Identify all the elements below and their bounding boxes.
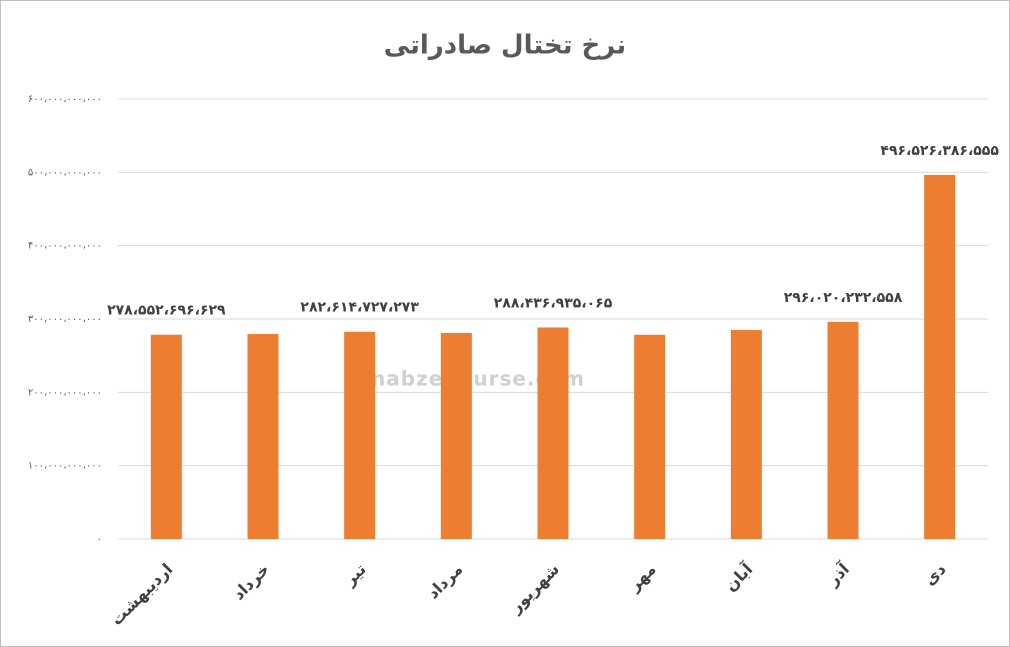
bar	[247, 334, 279, 539]
bar	[537, 327, 569, 539]
chart-title: نرخ تختال صادراتی	[384, 31, 626, 61]
bar	[924, 174, 956, 539]
bar	[634, 334, 666, 539]
data-label: ۲۸۲،۶۱۴،۷۲۷،۲۷۳	[300, 300, 419, 316]
y-tick-label: ۴۰۰،۰۰۰،۰۰۰،۰۰۰	[28, 241, 102, 252]
y-tick-label: ۱۰۰،۰۰۰،۰۰۰،۰۰۰	[28, 461, 102, 472]
data-label: ۲۷۸،۵۵۲،۶۹۶،۶۲۹	[107, 303, 226, 319]
y-tick-label: ۵۰۰،۰۰۰،۰۰۰،۰۰۰	[28, 167, 102, 178]
bar	[150, 334, 182, 539]
data-label: ۲۸۸،۴۳۶،۹۳۵،۰۶۵	[494, 295, 613, 311]
bar	[827, 321, 859, 539]
bar	[440, 332, 472, 539]
data-label: ۲۹۶،۰۲۰،۲۳۲،۵۵۸	[784, 290, 903, 306]
data-label: ۴۹۶،۵۲۶،۳۸۶،۵۵۵	[880, 143, 999, 159]
y-tick-label: ۲۰۰،۰۰۰،۰۰۰،۰۰۰	[28, 387, 102, 398]
bar	[730, 330, 762, 539]
y-tick-label: ۳۰۰،۰۰۰،۰۰۰،۰۰۰	[28, 314, 102, 325]
y-tick-label: ۰	[97, 534, 102, 545]
y-tick-label: ۶۰۰،۰۰۰،۰۰۰،۰۰۰	[28, 94, 102, 105]
bar	[344, 331, 376, 539]
